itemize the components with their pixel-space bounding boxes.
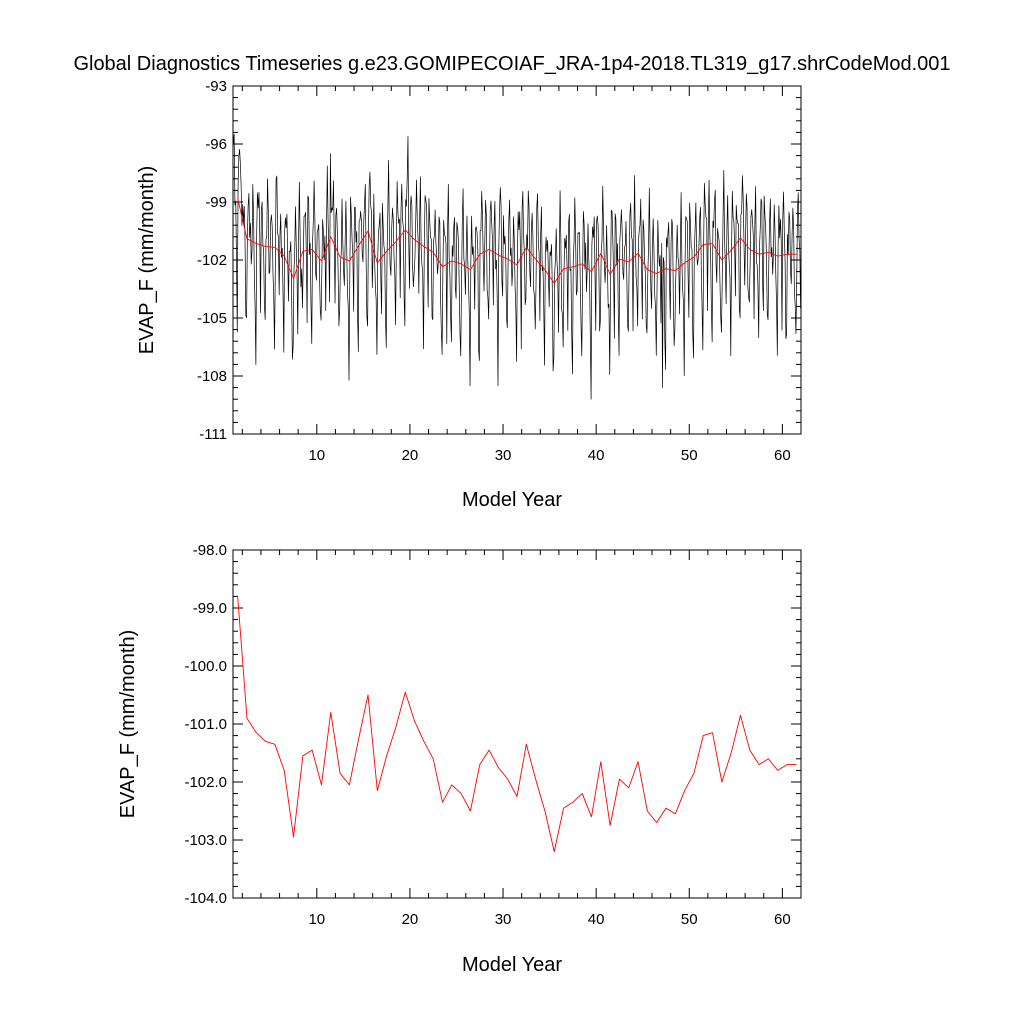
chart-bottom: 10 20 30 40 50 60 -104.0 -103.0 -102.0 -101.0 -100… (117, 542, 802, 976)
chart-top-xtick-label: 60 (774, 447, 791, 464)
chart-top-ytick-label: -93 (205, 78, 227, 95)
chart-bottom-xtick-label: 30 (495, 911, 512, 928)
chart-bottom-series-annual-line (237, 596, 797, 853)
chart-top-ytick-label: -111 (199, 426, 227, 443)
chart-bottom-xlabel: Model Year (462, 954, 562, 976)
chart-bottom-xtick-label: 20 (402, 911, 419, 928)
chart-bottom-xtick-label: 10 (308, 911, 325, 928)
chart-top-series-monthly-line (233, 133, 801, 400)
chart-top-series-annual-line (237, 198, 797, 284)
chart-bottom-ylabel: EVAP_F (mm/month) (117, 630, 139, 819)
chart-bottom-plot-area: 10 20 30 40 50 60 -104.0 -103.0 -102.0 -101.0 -100… (184, 542, 802, 928)
chart-top-ylabel: EVAP_F (mm/month) (136, 166, 158, 355)
chart-top-ytick-label: -108 (197, 368, 227, 385)
chart-bottom-xtick-label: 60 (774, 911, 791, 928)
chart-top-ytick-label: -105 (197, 310, 227, 327)
chart-top-xtick-label: 50 (681, 447, 698, 464)
chart-top: 10 20 30 40 50 60 -111 -108 -105 -102 -99 -96 -93 EV… (136, 78, 802, 511)
chart-top-xtick-label: 10 (308, 447, 325, 464)
chart-top-xtick-label: 40 (588, 447, 605, 464)
chart-top-xlabel: Model Year (462, 489, 562, 511)
chart-bottom-ytick-label: -104.0 (184, 890, 227, 907)
chart-top-plot-area: 10 20 30 40 50 60 -111 -108 -105 -102 -99 -96 -93 (197, 78, 802, 464)
chart-bottom-xtick-label: 40 (588, 911, 605, 928)
chart-bottom-ytick-label: -102.0 (184, 774, 227, 791)
chart-bottom-ytick-label: -101.0 (184, 716, 227, 733)
chart-top-ytick-label: -102 (197, 252, 227, 269)
chart-top-xtick-label: 30 (495, 447, 512, 464)
chart-bottom-ytick-label: -98.0 (193, 542, 227, 559)
chart-bottom-ytick-label: -99.0 (193, 600, 227, 617)
figure-title: Global Diagnostics Timeseries g.e23.GOMI… (73, 53, 950, 75)
chart-bottom-ytick-label: -100.0 (184, 658, 227, 675)
chart-top-ytick-label: -99 (205, 194, 227, 211)
chart-bottom-ytick-label: -103.0 (184, 832, 227, 849)
chart-bottom-frame (232, 549, 802, 899)
chart-bottom-xtick-label: 50 (681, 911, 698, 928)
chart-top-xtick-label: 20 (402, 447, 419, 464)
chart-top-ytick-label: -96 (205, 136, 227, 153)
